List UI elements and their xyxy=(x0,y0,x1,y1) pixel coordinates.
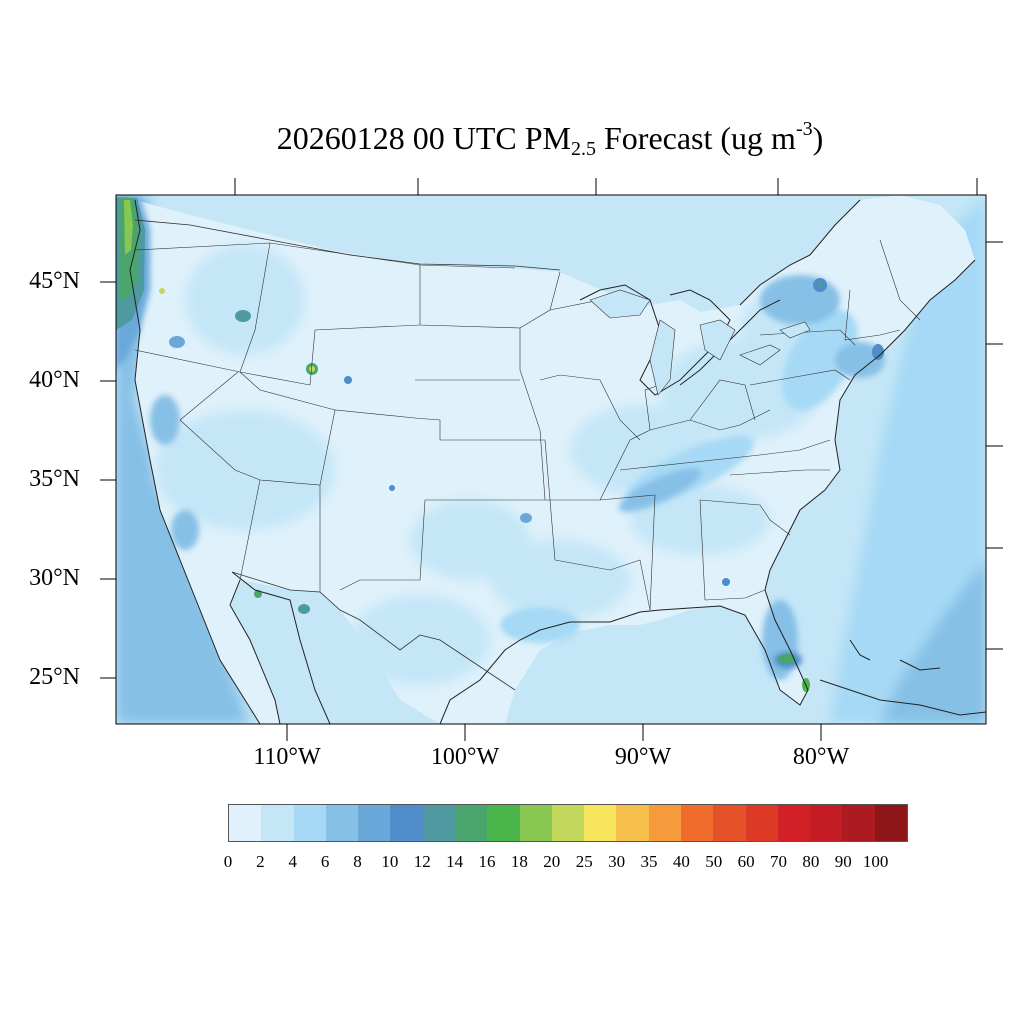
colorbar-swatch-20 xyxy=(874,805,907,841)
colorbar-swatch-16 xyxy=(745,805,778,841)
map-frame xyxy=(115,194,987,725)
lat-label-30n: 30°N xyxy=(29,565,80,591)
colorbar-swatch-12 xyxy=(616,805,649,841)
colorbar-tick-label: 0 xyxy=(223,852,233,871)
title-middle: Forecast (ug m xyxy=(595,120,796,156)
atlantic-southeast-band xyxy=(880,560,986,724)
colorbar-tick-label: 14 xyxy=(446,852,464,871)
title-prefix: 20260128 00 UTC PM xyxy=(276,120,571,156)
lat-label-35n: 35°N xyxy=(29,466,80,492)
coastline xyxy=(129,199,986,724)
lat-label-45n: 45°N xyxy=(29,268,80,294)
local-hotspots xyxy=(159,278,884,614)
lakes xyxy=(589,289,811,396)
lon-label-100w: 100°W xyxy=(430,744,500,770)
map-field xyxy=(116,195,986,724)
colorbar-swatch-18 xyxy=(810,805,843,841)
title-subscript: 2.5 xyxy=(570,138,596,160)
colorbar-tick-label: 25 xyxy=(575,852,593,871)
colorbar-tick-label: 40 xyxy=(672,852,690,871)
colorbar-swatch-6 xyxy=(422,805,455,841)
colorbar-tick-label: 60 xyxy=(737,852,755,871)
colorbar-tick-label: 4 xyxy=(288,852,298,871)
colorbar-tick-label: 18 xyxy=(510,852,528,871)
axis-ticks xyxy=(100,178,1003,741)
colorbar-tick-label: 30 xyxy=(608,852,626,871)
colorbar-swatch-3 xyxy=(325,805,359,841)
colorbar-swatch-17 xyxy=(777,805,811,841)
colorbar-swatch-14 xyxy=(680,805,714,841)
lon-label-90w: 90°W xyxy=(614,744,672,770)
colorbar-swatch-10 xyxy=(551,805,585,841)
colorbar-tick-label: 6 xyxy=(320,852,330,871)
colorbar-swatch-19 xyxy=(842,805,875,841)
colorbar-tick-label: 2 xyxy=(256,852,265,871)
canada-mexico-border xyxy=(134,219,561,691)
colorbar-swatch-13 xyxy=(648,805,681,841)
pacific-northwest-hotspot xyxy=(116,195,150,370)
colorbar-tick-label: 12 xyxy=(413,852,431,871)
colorbar-tick-label: 70 xyxy=(769,852,787,871)
title-superscript: -3 xyxy=(795,118,813,140)
colorbar xyxy=(228,804,908,842)
title-suffix: ) xyxy=(812,120,824,156)
colorbar-swatch-8 xyxy=(487,805,520,841)
colorbar-swatch-4 xyxy=(358,805,391,841)
pacific-west-band xyxy=(116,195,250,724)
colorbar-tick-label: 16 xyxy=(478,852,496,871)
atlantic-east-band xyxy=(830,195,986,724)
colorbar-tick-label: 50 xyxy=(705,852,723,871)
colorbar-tick-label: 8 xyxy=(353,852,362,871)
map-title: 20260128 00 UTC PM2.5 Forecast (ug m-3) xyxy=(0,118,1024,160)
colorbar-swatch-9 xyxy=(519,805,552,841)
colorbar-swatch-11 xyxy=(584,805,617,841)
colorbar-swatch-1 xyxy=(261,805,294,841)
lat-label-25n: 25°N xyxy=(29,664,80,690)
colorbar-swatch-0 xyxy=(229,805,262,841)
lon-label-110w: 110°W xyxy=(253,744,321,770)
colorbar-swatch-5 xyxy=(390,805,423,841)
colorbar-labels: 0 2 4 6 8 10 12 14 16 18 20 25 30 35 40 50 60 70 80 90 100 xyxy=(224,852,908,876)
colorbar-tick-label: 80 xyxy=(802,852,820,871)
lat-label-40n: 40°N xyxy=(29,367,80,393)
colorbar-swatch-2 xyxy=(293,805,326,841)
colorbar-tick-label: 90 xyxy=(834,852,852,871)
colorbar-tick-label: 20 xyxy=(543,852,561,871)
colorbar-swatch-7 xyxy=(454,805,488,841)
colorbar-tick-label: 100 xyxy=(862,852,889,871)
colorbar-swatch-15 xyxy=(713,805,746,841)
lon-label-80w: 80°W xyxy=(792,744,850,770)
colorbar-tick-label: 35 xyxy=(640,852,658,871)
colorbar-tick-label: 10 xyxy=(381,852,399,871)
